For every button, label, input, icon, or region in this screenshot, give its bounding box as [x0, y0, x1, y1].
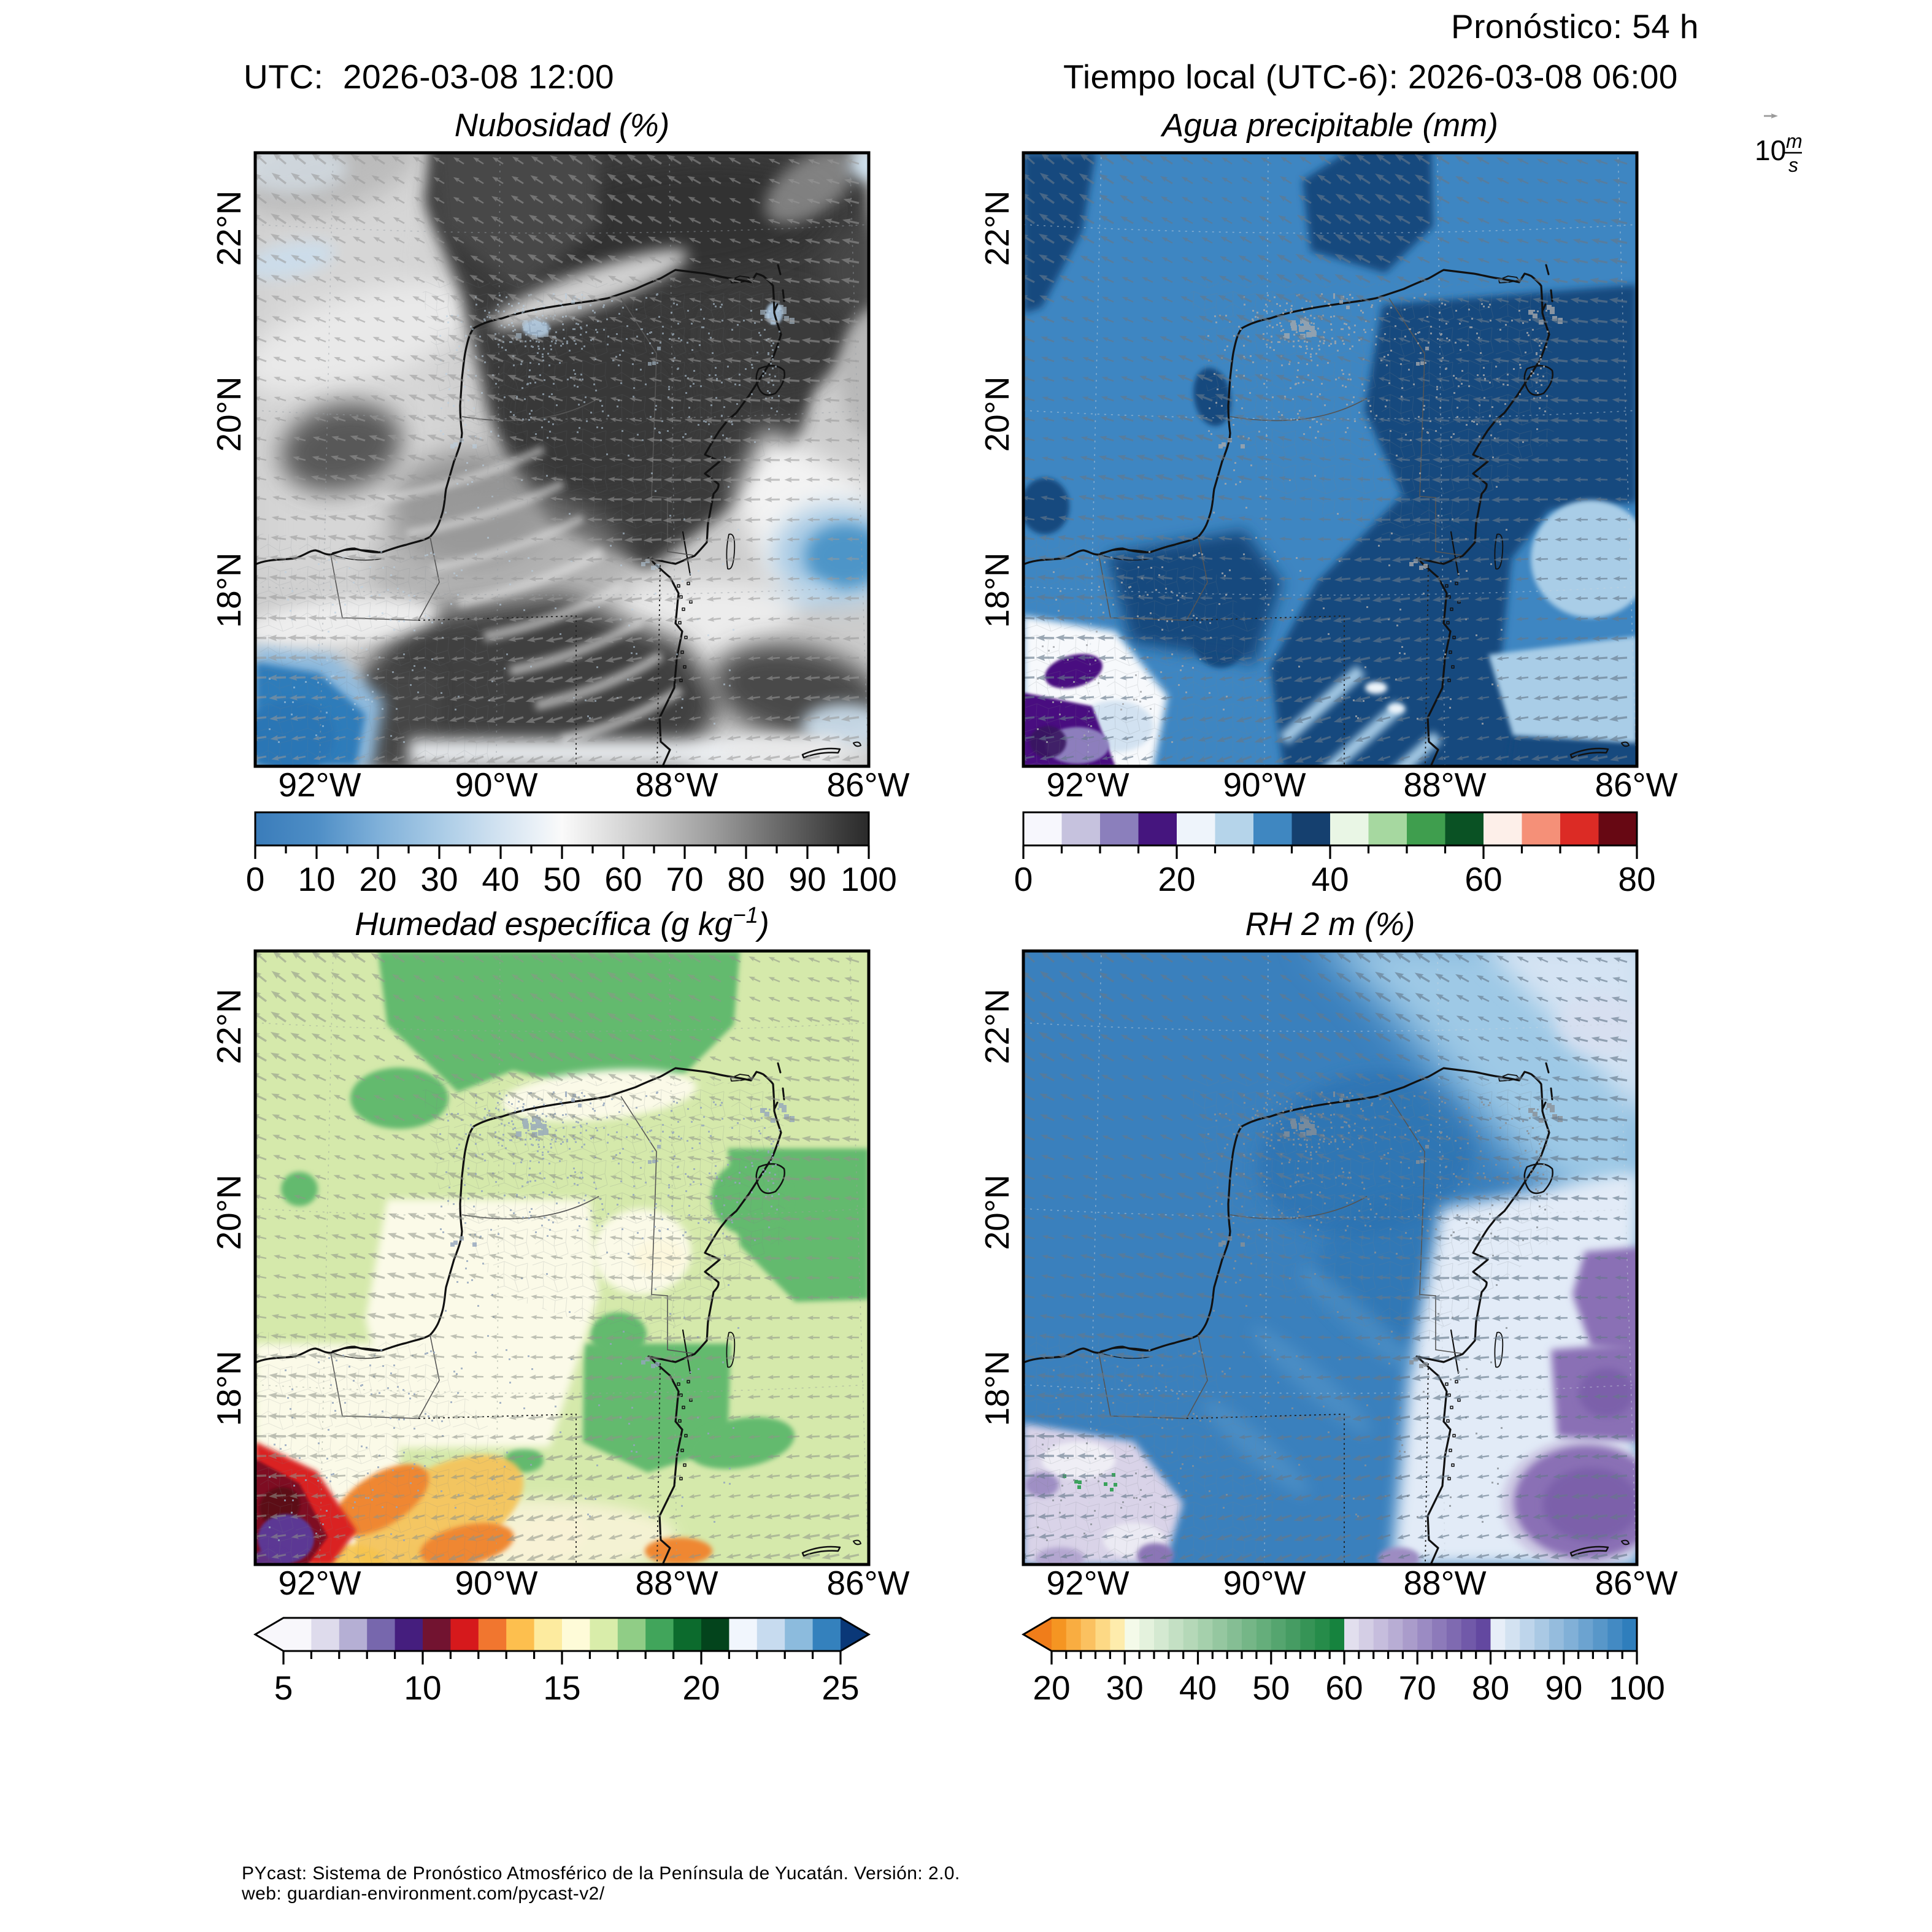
- svg-text:86°W: 86°W: [826, 766, 909, 804]
- svg-text:88°W: 88°W: [635, 766, 718, 804]
- svg-text:Humedad específica (g kg−1): Humedad específica (g kg−1): [355, 902, 769, 942]
- svg-text:100: 100: [841, 860, 897, 898]
- svg-text:50: 50: [543, 860, 580, 898]
- svg-text:10: 10: [298, 860, 335, 898]
- svg-text:s: s: [1788, 154, 1798, 176]
- svg-text:PYcast: Sistema de Pronóstico: PYcast: Sistema de Pronóstico Atmosféric…: [242, 1863, 960, 1884]
- svg-text:92°W: 92°W: [1046, 1564, 1129, 1602]
- svg-text:60: 60: [604, 860, 642, 898]
- svg-text:22°N: 22°N: [210, 191, 248, 266]
- svg-text:90: 90: [788, 860, 826, 898]
- svg-text:80: 80: [1472, 1669, 1509, 1707]
- svg-text:18°N: 18°N: [210, 553, 248, 628]
- svg-text:30: 30: [1106, 1669, 1144, 1707]
- svg-text:100: 100: [1609, 1669, 1665, 1707]
- svg-text:86°W: 86°W: [1595, 1564, 1677, 1602]
- svg-text:92°W: 92°W: [1046, 766, 1129, 804]
- svg-text:90°W: 90°W: [1223, 1564, 1306, 1602]
- svg-text:40: 40: [482, 860, 519, 898]
- svg-text:90°W: 90°W: [455, 1564, 537, 1602]
- svg-text:web: guardian-environment.com/: web: guardian-environment.com/pycast-v2/: [241, 1884, 605, 1904]
- svg-text:20: 20: [1033, 1669, 1070, 1707]
- svg-text:RH 2 m (%): RH 2 m (%): [1245, 906, 1415, 942]
- svg-text:18°N: 18°N: [210, 1351, 248, 1426]
- svg-text:20°N: 20°N: [978, 1175, 1016, 1250]
- svg-text:88°W: 88°W: [1403, 1564, 1486, 1602]
- svg-text:20°N: 20°N: [210, 1175, 248, 1250]
- svg-text:90: 90: [1545, 1669, 1582, 1707]
- svg-text:Nubosidad (%): Nubosidad (%): [455, 107, 670, 144]
- svg-text:0: 0: [246, 860, 265, 898]
- svg-text:20°N: 20°N: [978, 377, 1016, 452]
- svg-text:86°W: 86°W: [1595, 766, 1677, 804]
- svg-text:18°N: 18°N: [978, 553, 1016, 628]
- svg-text:20: 20: [682, 1669, 720, 1707]
- svg-text:70: 70: [1399, 1669, 1436, 1707]
- svg-text:10: 10: [1755, 134, 1786, 166]
- svg-text:Tiempo local (UTC-6): 2026-03-: Tiempo local (UTC-6): 2026-03-08 06:00: [1063, 58, 1678, 96]
- svg-text:20°N: 20°N: [210, 377, 248, 452]
- svg-text:90°W: 90°W: [1223, 766, 1306, 804]
- svg-text:UTC: 2026-03-08 12:00: UTC: 2026-03-08 12:00: [244, 58, 614, 96]
- svg-text:20: 20: [359, 860, 396, 898]
- svg-text:60: 60: [1325, 1669, 1363, 1707]
- svg-text:92°W: 92°W: [278, 766, 361, 804]
- svg-text:80: 80: [727, 860, 764, 898]
- svg-text:22°N: 22°N: [210, 989, 248, 1064]
- svg-text:m: m: [1786, 130, 1803, 152]
- svg-text:5: 5: [274, 1669, 293, 1707]
- svg-text:92°W: 92°W: [278, 1564, 361, 1602]
- svg-text:Pronóstico: 54 h: Pronóstico: 54 h: [1451, 7, 1699, 45]
- svg-text:15: 15: [543, 1669, 580, 1707]
- svg-text:70: 70: [666, 860, 703, 898]
- svg-text:25: 25: [822, 1669, 859, 1707]
- svg-text:22°N: 22°N: [978, 191, 1016, 266]
- svg-text:88°W: 88°W: [1403, 766, 1486, 804]
- svg-text:20: 20: [1158, 860, 1195, 898]
- svg-text:40: 40: [1179, 1669, 1217, 1707]
- svg-text:30: 30: [420, 860, 458, 898]
- svg-text:90°W: 90°W: [455, 766, 537, 804]
- svg-text:18°N: 18°N: [978, 1351, 1016, 1426]
- svg-text:40: 40: [1311, 860, 1349, 898]
- svg-text:86°W: 86°W: [826, 1564, 909, 1602]
- svg-text:60: 60: [1464, 860, 1502, 898]
- svg-text:Agua precipitable (mm): Agua precipitable (mm): [1160, 107, 1498, 144]
- svg-text:0: 0: [1014, 860, 1033, 898]
- svg-text:22°N: 22°N: [978, 989, 1016, 1064]
- svg-text:10: 10: [404, 1669, 441, 1707]
- svg-text:88°W: 88°W: [635, 1564, 718, 1602]
- svg-text:80: 80: [1618, 860, 1655, 898]
- svg-text:50: 50: [1252, 1669, 1290, 1707]
